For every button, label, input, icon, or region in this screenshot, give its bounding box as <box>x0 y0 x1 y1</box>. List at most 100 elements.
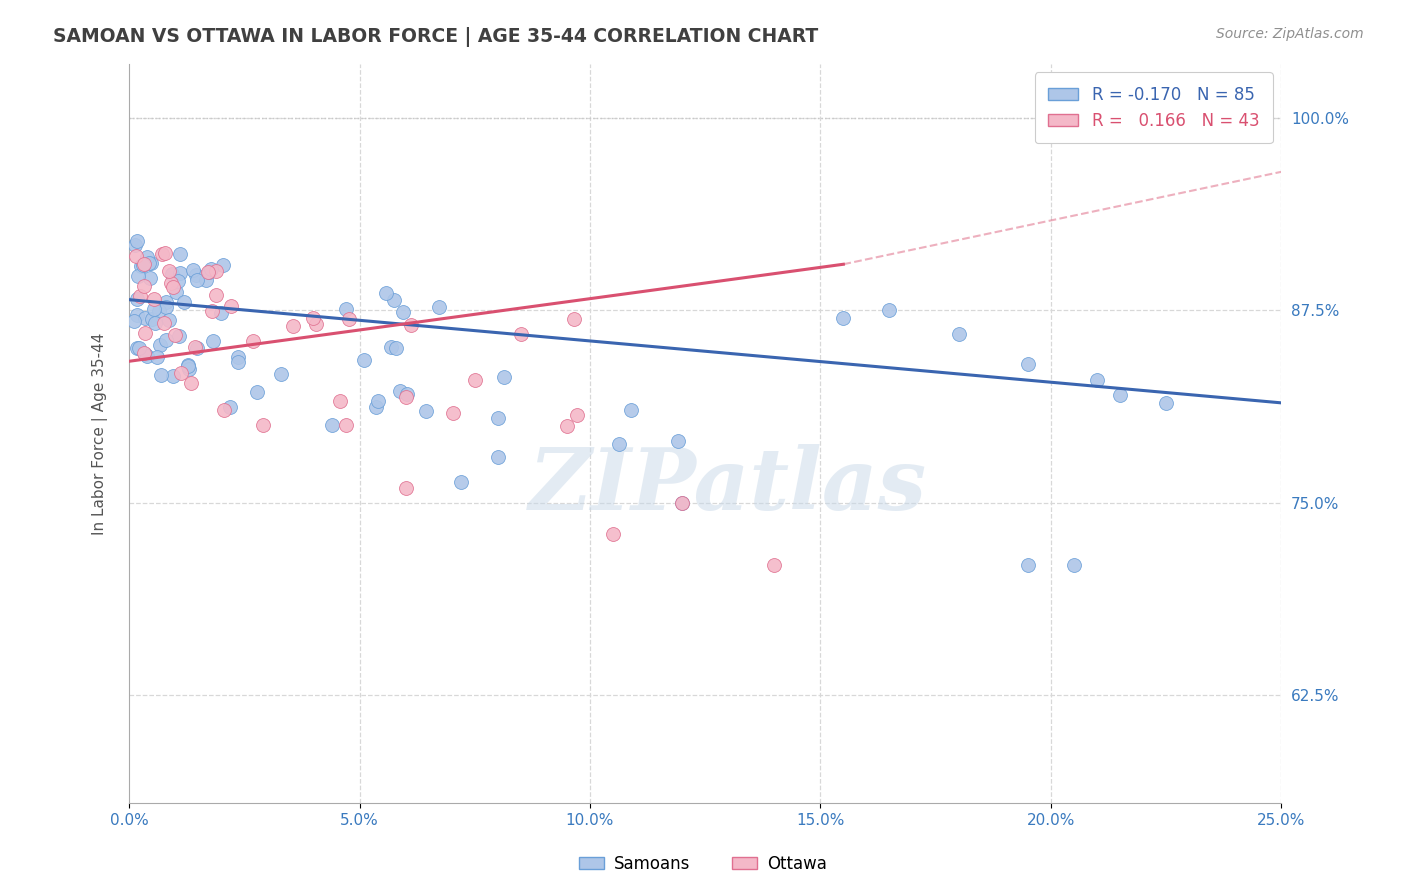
Point <box>375 286 398 301</box>
Point <box>607 436 630 450</box>
Point <box>136 251 159 265</box>
Point <box>441 406 464 420</box>
Point <box>128 341 150 355</box>
Point <box>127 292 149 306</box>
Point <box>173 294 195 309</box>
Point <box>132 346 155 360</box>
Point <box>145 351 167 365</box>
Point <box>177 359 200 374</box>
Point <box>184 340 207 354</box>
Point <box>209 306 232 320</box>
Point <box>148 304 170 318</box>
Point <box>135 349 157 363</box>
Point <box>127 235 149 249</box>
Legend: R = -0.170   N = 85, R =   0.166   N = 43: R = -0.170 N = 85, R = 0.166 N = 43 <box>1035 72 1272 144</box>
Point <box>321 417 343 432</box>
Point <box>879 303 901 318</box>
Point <box>150 368 173 383</box>
Point <box>427 300 450 314</box>
Point <box>335 301 357 316</box>
Point <box>149 338 172 352</box>
Point <box>399 318 422 333</box>
Point <box>218 401 240 415</box>
Point <box>1017 558 1039 572</box>
Point <box>179 362 201 376</box>
Point <box>202 334 225 348</box>
Point <box>124 237 146 252</box>
Point <box>155 295 177 310</box>
Point <box>132 257 155 271</box>
Point <box>181 262 204 277</box>
Point <box>948 326 970 341</box>
Point <box>157 263 180 277</box>
Point <box>169 329 191 343</box>
Point <box>246 384 269 399</box>
Point <box>494 369 516 384</box>
Point <box>162 280 184 294</box>
Point <box>180 376 202 391</box>
Point <box>329 394 352 409</box>
Point <box>155 301 177 315</box>
Point <box>157 313 180 327</box>
Point <box>143 302 166 317</box>
Point <box>132 259 155 273</box>
Point <box>394 481 416 495</box>
Point <box>127 268 149 283</box>
Point <box>367 393 389 408</box>
Point <box>194 273 217 287</box>
Point <box>337 312 360 326</box>
Point <box>134 326 156 340</box>
Point <box>214 403 236 417</box>
Legend: Samoans, Ottawa: Samoans, Ottawa <box>572 848 834 880</box>
Point <box>143 292 166 306</box>
Point <box>153 316 176 330</box>
Point <box>125 341 148 355</box>
Y-axis label: In Labor Force | Age 35-44: In Labor Force | Age 35-44 <box>93 333 108 535</box>
Point <box>1154 396 1177 410</box>
Point <box>155 246 177 260</box>
Point <box>671 496 693 510</box>
Point <box>335 417 357 432</box>
Point <box>281 318 304 333</box>
Point <box>1108 388 1130 402</box>
Point <box>200 262 222 277</box>
Point <box>129 260 152 274</box>
Point <box>184 268 207 282</box>
Point <box>186 341 208 355</box>
Point <box>270 367 292 381</box>
Point <box>169 247 191 261</box>
Point <box>1017 357 1039 371</box>
Text: SAMOAN VS OTTAWA IN LABOR FORCE | AGE 35-44 CORRELATION CHART: SAMOAN VS OTTAWA IN LABOR FORCE | AGE 35… <box>53 27 818 46</box>
Point <box>150 247 173 261</box>
Point <box>204 287 226 301</box>
Point <box>138 256 160 270</box>
Point <box>832 311 855 326</box>
Point <box>396 386 419 401</box>
Point <box>1085 373 1108 387</box>
Point <box>252 418 274 433</box>
Point <box>486 411 509 425</box>
Point <box>1063 558 1085 572</box>
Point <box>163 327 186 342</box>
Point <box>141 312 163 326</box>
Point <box>141 256 163 270</box>
Point <box>134 311 156 326</box>
Point <box>415 404 437 418</box>
Point <box>395 390 418 404</box>
Point <box>160 268 183 282</box>
Point <box>671 496 693 510</box>
Point <box>134 347 156 361</box>
Point <box>555 419 578 434</box>
Point <box>464 373 486 387</box>
Point <box>177 358 200 372</box>
Point <box>143 316 166 330</box>
Point <box>186 273 208 287</box>
Point <box>668 434 690 449</box>
Point <box>226 354 249 368</box>
Point <box>221 299 243 313</box>
Point <box>450 475 472 489</box>
Point <box>166 274 188 288</box>
Text: Source: ZipAtlas.com: Source: ZipAtlas.com <box>1216 27 1364 41</box>
Point <box>565 409 588 423</box>
Point <box>132 279 155 293</box>
